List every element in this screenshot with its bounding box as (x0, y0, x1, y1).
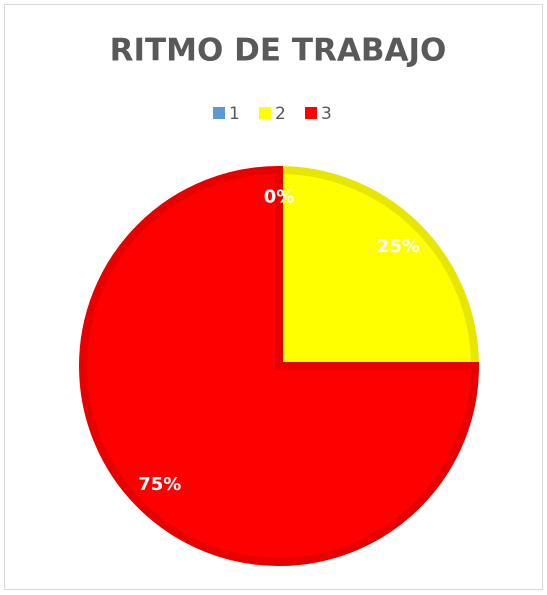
pie-slice (275, 165, 480, 370)
data-label: 25% (377, 236, 420, 257)
data-label: 75% (138, 474, 181, 495)
legend-label: 2 (275, 104, 286, 124)
legend-swatch (259, 107, 271, 119)
pie-slice (79, 165, 480, 566)
legend-label: 3 (321, 104, 332, 124)
legend-label: 1 (229, 104, 240, 124)
data-label: 0% (264, 186, 295, 207)
legend-swatch (213, 107, 225, 119)
legend-swatch (305, 107, 317, 119)
chart-title: RITMO DE TRABAJO (110, 33, 447, 69)
